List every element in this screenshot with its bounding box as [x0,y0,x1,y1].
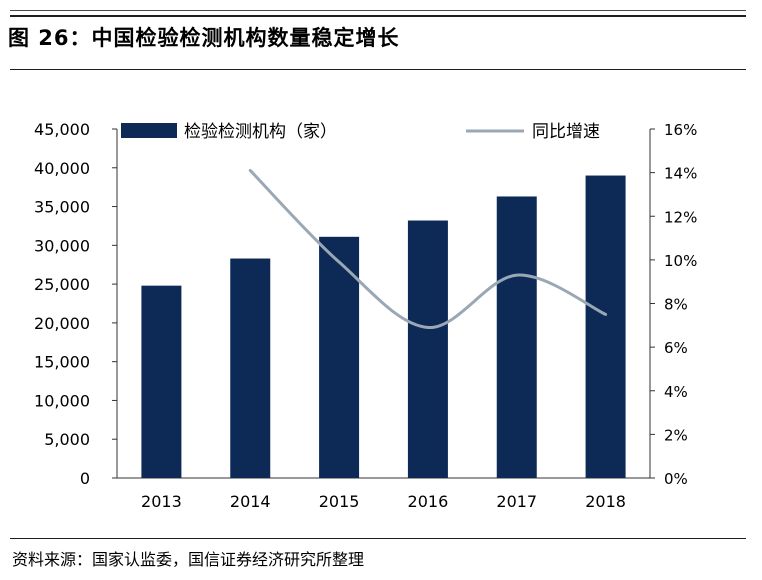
combo-chart: 0 5,000 10,000 15,000 20,000 25,000 30,000 35,0… [34,120,697,511]
x-tick-label: 2017 [496,492,537,511]
left-tick-label: 40,000 [34,159,90,178]
right-tick-label: 14% [664,165,697,183]
bar-2015 [319,236,360,478]
x-tick-label: 2013 [141,492,182,511]
left-tick-label: 15,000 [34,353,90,372]
source-note: 资料来源：国家认监委，国信证券经济研究所整理 [12,550,365,569]
left-tick-label: 20,000 [34,314,90,333]
right-tick-label: 10% [664,252,697,270]
bar-2018 [585,175,626,479]
bottom-rule [10,538,746,539]
legend-label-bar: 检验检测机构（家） [184,122,337,142]
left-tick-label: 35,000 [34,198,90,217]
right-tick-label: 4% [664,383,688,401]
right-tick-label: 2% [664,426,688,444]
right-tick-label: 12% [664,208,697,226]
left-tick-label: 30,000 [34,236,90,255]
left-tick-label: 5,000 [44,430,90,449]
x-tick-label: 2018 [585,492,626,511]
growth-rate-line [248,168,608,329]
left-tick-label: 0 [80,469,90,488]
left-tick-label: 45,000 [34,120,90,139]
right-tick-label: 16% [664,121,697,139]
top-rule-thick [10,15,746,17]
legend: 检验检测机构（家） 同比增速 [121,122,600,142]
right-tick-label: 6% [664,339,688,357]
bar-2016 [407,220,448,478]
bar-2013 [141,285,182,478]
left-y-axis: 0 5,000 10,000 15,000 20,000 25,000 30,000 35,0… [34,120,118,488]
legend-swatch-bar [121,123,177,138]
left-tick-label: 10,000 [34,391,90,410]
x-tick-label: 2015 [319,492,360,511]
x-axis: 2013 2014 2015 2016 2017 2018 [117,477,650,511]
left-tick-label: 25,000 [34,275,90,294]
x-tick-label: 2014 [230,492,271,511]
bar-2017 [496,196,537,478]
right-y-axis: 0% 2% 4% 6% 8% 10% 12% 14% 16% [649,121,697,488]
title-underline [10,69,746,70]
legend-label-line: 同比增速 [532,122,600,142]
bar-2014 [230,258,271,478]
top-rule-thin [10,10,746,11]
right-tick-label: 0% [664,470,688,488]
line-series [248,168,608,329]
right-tick-label: 8% [664,296,688,314]
figure-title: 图 26：中国检验检测机构数量稳定增长 [8,26,400,50]
bar-series [141,175,626,479]
x-tick-label: 2016 [408,492,449,511]
